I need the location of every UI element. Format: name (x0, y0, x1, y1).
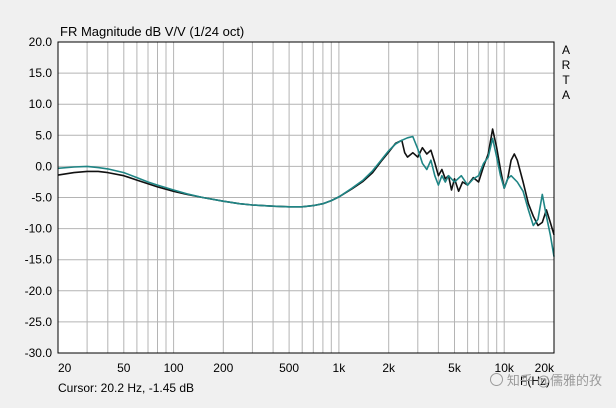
y-tick-label: 15.0 (29, 66, 53, 80)
x-tick-label: 50 (117, 361, 131, 375)
series-line-2 (57, 135, 555, 257)
y-tick-label: 5.0 (35, 128, 52, 142)
chart-title: FR Magnitude dB V/V (1/24 oct) (60, 24, 244, 39)
watermark: 知乎 @儒雅的孜 (489, 370, 602, 389)
arta-letter: R (562, 58, 571, 72)
x-tick-label: 200 (213, 361, 233, 375)
y-tick-label: -30.0 (25, 346, 53, 360)
watermark-logo-icon (489, 373, 503, 386)
x-tick-label: 20k (535, 361, 555, 375)
plot-frame (57, 41, 555, 354)
x-tick-labels: 20 50 100 200 500 1k 2k 5k 10k 20k (58, 361, 555, 375)
x-tick-label: 500 (279, 361, 299, 375)
y-tick-label: 0.0 (35, 159, 52, 173)
y-tick-label: -5.0 (31, 191, 52, 205)
series-layer (57, 128, 555, 257)
watermark-text: 知乎 @儒雅的孜 (506, 374, 602, 389)
x-tick-label: 20 (58, 361, 72, 375)
y-tick-label: -20.0 (25, 284, 53, 298)
arta-letter: A (562, 88, 570, 102)
y-tick-label: -10.0 (25, 222, 53, 236)
y-tick-label: -25.0 (25, 315, 53, 329)
grid (58, 42, 554, 353)
x-tick-label: 100 (164, 361, 184, 375)
x-axis-label: F(Hz) (520, 374, 550, 388)
y-tick-label: 10.0 (29, 97, 53, 111)
y-tick-labels: 20.0 15.0 10.0 5.0 0.0 -5.0 -10.0 -15.0 -20.0 -25… (25, 35, 53, 360)
cursor-readout: Cursor: 20.2 Hz, -1.45 dB (58, 381, 194, 395)
y-tick-label: 20.0 (29, 35, 53, 49)
x-tick-label: 1k (333, 361, 347, 375)
y-tick-label: -15.0 (25, 253, 53, 267)
x-tick-label: 2k (382, 361, 396, 375)
arta-letter: T (562, 73, 570, 87)
x-tick-label: 10k (495, 361, 515, 375)
arta-letter: A (562, 43, 570, 57)
x-tick-label: 5k (448, 361, 462, 375)
